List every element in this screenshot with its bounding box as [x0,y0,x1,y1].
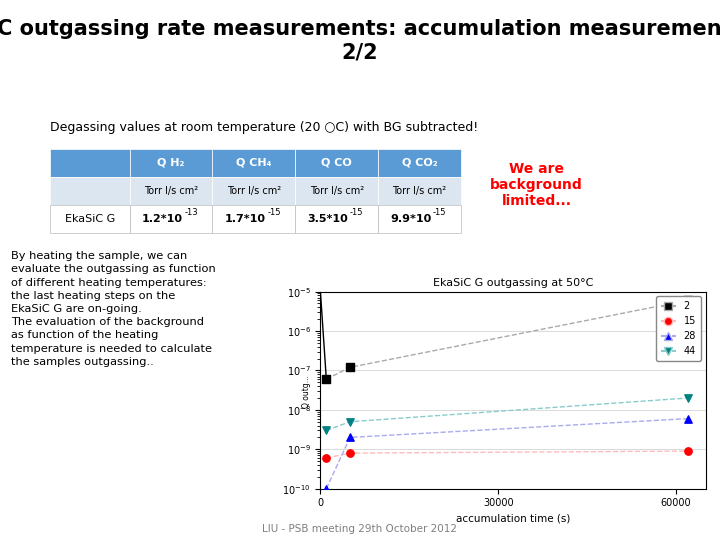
Title: EkaSiC G outgassing at 50°C: EkaSiC G outgassing at 50°C [433,278,593,288]
Text: 1.7*10: 1.7*10 [225,214,266,224]
Point [320,454,332,462]
Text: -13: -13 [184,208,198,217]
Text: 3.5*10: 3.5*10 [307,214,348,224]
Text: -15: -15 [433,208,446,217]
Text: -15: -15 [350,208,364,217]
Text: Torr l/s cm²: Torr l/s cm² [392,186,446,195]
Text: Q CH₄: Q CH₄ [236,158,271,167]
Point [682,447,693,455]
Text: Degassing values at room temperature (20 ○C) with BG subtracted!: Degassing values at room temperature (20… [50,122,479,134]
X-axis label: accumulation time (s): accumulation time (s) [456,514,570,524]
Text: Q H₂: Q H₂ [157,158,185,167]
Text: EkaSiC G: EkaSiC G [65,214,115,224]
Point [344,417,356,426]
Point [682,296,693,305]
Text: 9.9*10: 9.9*10 [390,214,431,224]
Text: SiC outgassing rate measurements: accumulation measurements
2/2: SiC outgassing rate measurements: accumu… [0,19,720,62]
Point [320,484,332,493]
Text: LIU - PSB meeting 29th October 2012: LIU - PSB meeting 29th October 2012 [263,523,457,534]
Point [344,433,356,442]
Point [344,449,356,457]
Legend: 2, 15, 28, 44: 2, 15, 28, 44 [657,296,701,361]
Text: 1.2*10: 1.2*10 [142,214,183,224]
Text: By heating the sample, we can
evaluate the outgassing as function
of different h: By heating the sample, we can evaluate t… [11,251,215,367]
Text: -15: -15 [267,208,281,217]
Text: We are
background
limited...: We are background limited... [490,162,582,208]
Text: Torr l/s cm²: Torr l/s cm² [227,186,281,195]
Text: Torr l/s cm²: Torr l/s cm² [144,186,198,195]
Text: Q outg...: Q outg... [302,375,311,408]
Point [320,375,332,383]
Text: Q CO: Q CO [321,158,352,167]
Point [344,363,356,372]
Text: Torr l/s cm²: Torr l/s cm² [310,186,364,195]
Text: Q CO₂: Q CO₂ [402,158,437,167]
Point [320,426,332,435]
Point [682,394,693,402]
Point [682,414,693,423]
